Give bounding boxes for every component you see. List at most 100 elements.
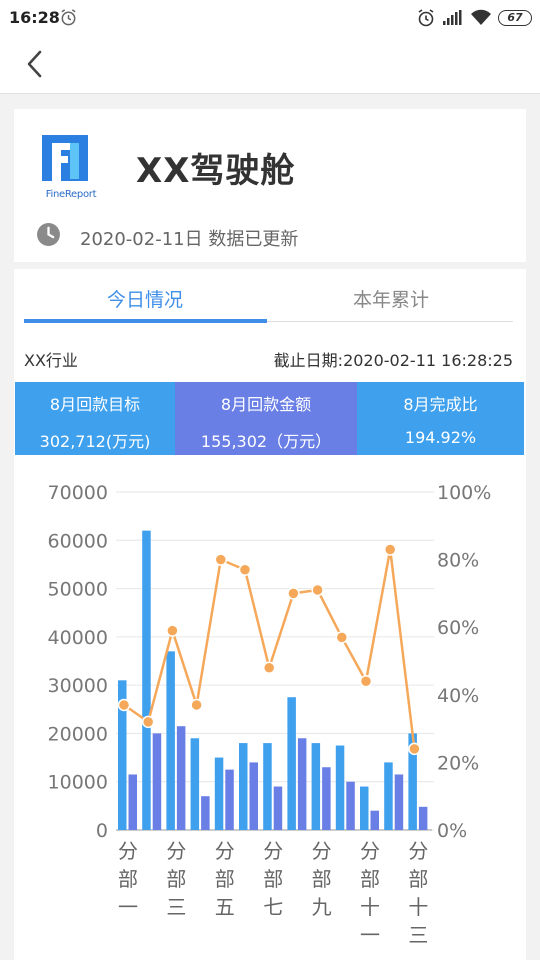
page-title: XX驾驶舱 bbox=[136, 151, 296, 191]
completion-point bbox=[311, 583, 324, 597]
y-right-tick-label: 100% bbox=[437, 482, 491, 504]
bar-target bbox=[311, 743, 321, 830]
signal-icon bbox=[443, 10, 462, 25]
x-tick-label-text: 分部七 bbox=[263, 839, 283, 919]
completion-point bbox=[262, 661, 276, 675]
tab-active-indicator bbox=[24, 319, 267, 323]
bar-target bbox=[214, 757, 224, 830]
completion-point bbox=[408, 742, 421, 756]
completion-point bbox=[141, 715, 155, 729]
finereport-logo: FineReport bbox=[40, 133, 102, 209]
x-tick-label: 分部九 bbox=[312, 839, 332, 919]
y-right-tick-label: 0% bbox=[437, 820, 467, 842]
kpi-target-value: 302,712(万元) bbox=[39, 432, 151, 451]
industry-label: XX行业 bbox=[24, 351, 78, 370]
y-right-tick-label: 20% bbox=[437, 752, 479, 774]
alarm-clock-icon bbox=[418, 9, 434, 27]
x-tick-label-text: 分部十三 bbox=[408, 839, 428, 947]
kpi-actual-label: 8月回款金额 bbox=[220, 395, 312, 414]
completion-point bbox=[383, 543, 397, 556]
y-right-tick-label: 60% bbox=[437, 617, 479, 639]
bar-actual bbox=[370, 810, 379, 830]
x-tick-label-text: 分部五 bbox=[215, 839, 235, 919]
bar-actual bbox=[152, 733, 162, 830]
bar-actual bbox=[225, 769, 234, 830]
bar-actual bbox=[273, 786, 283, 830]
bar-actual bbox=[418, 806, 428, 830]
bar-actual bbox=[201, 796, 210, 830]
completion-point bbox=[335, 631, 349, 644]
x-tick-label: 分部七 bbox=[263, 839, 283, 919]
combo-chart: 70000 60000 50000 40000 30000 20000 10000 0 100%… bbox=[48, 482, 492, 947]
bar-target bbox=[142, 530, 151, 830]
y-left-tick-label: 20000 bbox=[48, 723, 108, 745]
bar-target bbox=[190, 738, 200, 830]
x-tick-label: 分部一 bbox=[118, 839, 138, 919]
x-tick-label: 分部十三 bbox=[408, 839, 428, 947]
bar-target bbox=[239, 743, 248, 830]
y-right-tick-label: 80% bbox=[437, 550, 479, 572]
kpi-completion: 8月完成比 194.92% bbox=[357, 382, 524, 455]
completion-point bbox=[359, 675, 373, 688]
main-card: 今日情况 本年累计 XX行业 截止日期:2020-02-11 16:28:25 … bbox=[14, 269, 526, 960]
completion-point bbox=[214, 553, 228, 566]
status-time: 16:28 bbox=[9, 8, 60, 27]
kpi-row: 8月回款目标 302,712(万元) 8月回款金额 155,302（万元） 8月… bbox=[15, 382, 524, 455]
bar-actual bbox=[346, 781, 355, 830]
completion-point bbox=[287, 587, 300, 600]
bar-actual bbox=[297, 738, 307, 830]
x-tick-label: 分部十一 bbox=[360, 839, 380, 947]
bar-target bbox=[263, 743, 272, 830]
y-left-tick-label: 40000 bbox=[48, 627, 108, 649]
completion-point bbox=[117, 698, 131, 712]
tab-year-total[interactable]: 本年累计 bbox=[352, 289, 429, 311]
bar-actual bbox=[176, 726, 186, 830]
completion-point bbox=[238, 563, 252, 576]
tab-today[interactable]: 今日情况 bbox=[106, 289, 183, 311]
bar-target bbox=[118, 680, 127, 830]
nav-bar bbox=[0, 36, 540, 94]
y-left-tick-label: 30000 bbox=[48, 675, 108, 697]
tab-divider bbox=[267, 321, 513, 322]
kpi-actual: 8月回款金额 155,302（万元） bbox=[175, 382, 357, 455]
finereport-logo-mark bbox=[42, 135, 88, 181]
y-left-tick-label: 70000 bbox=[48, 482, 108, 504]
x-tick-label: 分部三 bbox=[166, 839, 186, 919]
x-tick-label-text: 分部三 bbox=[166, 839, 186, 919]
cutoff-date: 截止日期:2020-02-11 16:28:25 bbox=[273, 351, 513, 370]
clock-icon bbox=[37, 223, 60, 246]
update-status-text: 2020-02-11日 数据已更新 bbox=[80, 229, 299, 250]
completion-point bbox=[166, 624, 179, 637]
kpi-completion-value: 194.92% bbox=[404, 428, 477, 447]
status-icons: 67 bbox=[416, 7, 532, 29]
alarm-icon bbox=[61, 9, 76, 26]
bar-actual bbox=[394, 774, 404, 830]
x-tick-label-text: 分部十一 bbox=[360, 839, 380, 947]
bar-target bbox=[360, 786, 369, 830]
y-left-tick-label: 0 bbox=[96, 820, 108, 842]
completion-point bbox=[190, 698, 203, 712]
kpi-target: 8月回款目标 302,712(万元) bbox=[15, 382, 175, 455]
battery-icon: 67 bbox=[498, 10, 532, 26]
status-bar: 16:28 67 bbox=[0, 0, 540, 36]
kpi-actual-value: 155,302（万元） bbox=[200, 432, 332, 451]
bar-actual bbox=[128, 774, 137, 830]
bar-target bbox=[287, 697, 296, 830]
bar-target bbox=[408, 733, 417, 830]
back-arrow-icon[interactable] bbox=[18, 46, 54, 82]
bar-target bbox=[335, 745, 345, 830]
logo-text: FineReport bbox=[45, 189, 97, 200]
bar-target bbox=[166, 651, 175, 830]
kpi-completion-label: 8月完成比 bbox=[403, 395, 478, 414]
bar-target bbox=[384, 762, 393, 830]
y-left-tick-label: 50000 bbox=[48, 579, 108, 601]
header-card: FineReport XX驾驶舱 2020-02-11日 数据已更新 bbox=[14, 109, 526, 262]
y-right-tick-label: 40% bbox=[437, 685, 479, 707]
y-left-tick-label: 10000 bbox=[48, 772, 108, 794]
bar-actual bbox=[322, 767, 331, 830]
x-tick-label: 分部五 bbox=[215, 839, 235, 919]
kpi-target-label: 8月回款目标 bbox=[49, 395, 141, 414]
bar-actual bbox=[249, 762, 258, 830]
x-tick-label-text: 分部一 bbox=[118, 839, 138, 919]
x-tick-label-text: 分部九 bbox=[312, 839, 332, 919]
